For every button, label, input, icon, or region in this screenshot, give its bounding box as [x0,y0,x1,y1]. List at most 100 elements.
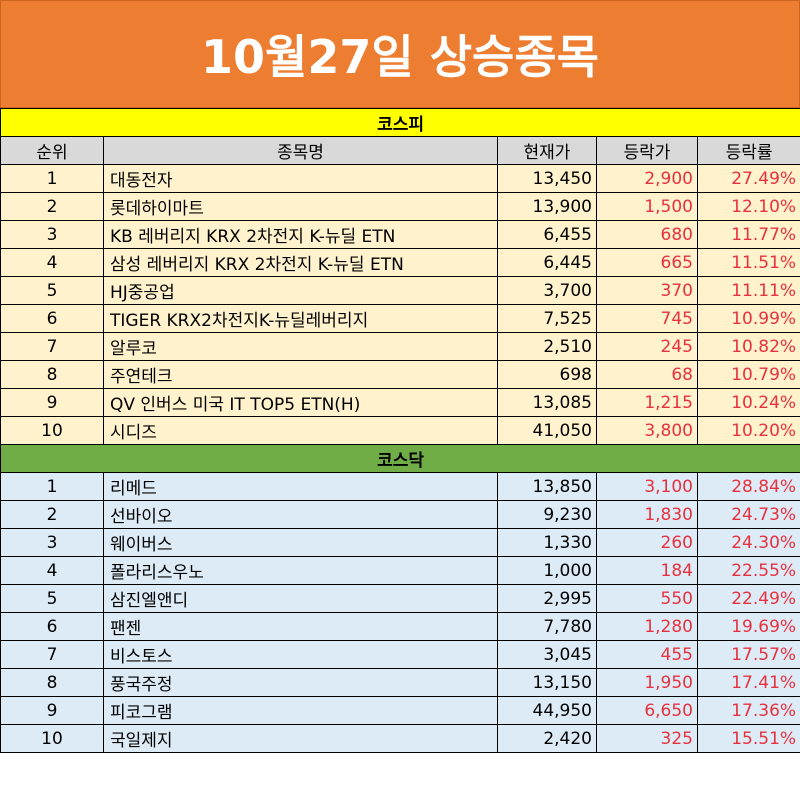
change-cell: 455 [596,640,698,669]
change-cell: 1,830 [596,500,698,529]
rank-cell: 4 [0,556,104,585]
rank-cell: 10 [0,416,104,445]
stock-name-cell: KB 레버리지 KRX 2차전지 K-뉴딜 ETN [103,220,498,249]
stock-name-cell: 삼진엘앤디 [103,584,498,613]
price-cell: 2,420 [497,724,597,753]
stock-name-cell: 롯데하이마트 [103,192,498,221]
price-cell: 2,995 [497,584,597,613]
stock-name-cell: 팬젠 [103,612,498,641]
stock-name-cell: 비스토스 [103,640,498,669]
table-row: 6 팬젠 7,780 1,280 19.69% [0,612,800,641]
table-row: 7 비스토스 3,045 455 17.57% [0,640,800,669]
kospi-column-header: 순위 종목명 현재가 등락가 등락률 [0,136,800,165]
table-row: 3 KB 레버리지 KRX 2차전지 K-뉴딜 ETN 6,455 680 11.77% [0,220,800,249]
table-row: 9 피코그램 44,950 6,650 17.36% [0,696,800,725]
price-cell: 13,150 [497,668,597,697]
change-cell: 6,650 [596,696,698,725]
rank-cell: 5 [0,584,104,613]
table-row: 5 HJ중공업 3,700 370 11.11% [0,276,800,305]
change-cell: 1,500 [596,192,698,221]
kosdaq-rows: 1 리메드 13,850 3,100 28.84% 2 선바이오 9,230 1,830 24.7… [0,472,800,753]
table-row: 1 리메드 13,850 3,100 28.84% [0,472,800,501]
table-row: 1 대동전자 13,450 2,900 27.49% [0,164,800,193]
price-cell: 6,455 [497,220,597,249]
rate-cell: 19.69% [696,612,800,641]
table-row: 4 삼성 레버리지 KRX 2차전지 K-뉴딜 ETN 6,445 665 11.51% [0,248,800,277]
rate-cell: 10.24% [696,388,800,417]
price-cell: 1,330 [497,528,597,557]
price-cell: 2,510 [497,332,597,361]
change-cell: 1,950 [596,668,698,697]
table-row: 10 시디즈 41,050 3,800 10.20% [0,416,800,445]
rate-cell: 12.10% [696,192,800,221]
table-row: 5 삼진엘앤디 2,995 550 22.49% [0,584,800,613]
rate-cell: 24.30% [696,528,800,557]
kosdaq-section-label: 코스닥 [0,444,800,473]
change-cell: 2,900 [596,164,698,193]
col-name: 종목명 [103,136,498,165]
rate-cell: 17.57% [696,640,800,669]
rate-cell: 22.55% [696,556,800,585]
change-cell: 550 [596,584,698,613]
rank-cell: 10 [0,724,104,753]
change-cell: 1,280 [596,612,698,641]
price-cell: 13,450 [497,164,597,193]
price-cell: 6,445 [497,248,597,277]
rank-cell: 3 [0,220,104,249]
kospi-rows: 1 대동전자 13,450 2,900 27.49% 2 롯데하이마트 13,900 1,500… [0,164,800,445]
rank-cell: 1 [0,472,104,501]
stock-name-cell: QV 인버스 미국 IT TOP5 ETN(H) [103,388,498,417]
price-cell: 13,900 [497,192,597,221]
rank-cell: 5 [0,276,104,305]
col-rank: 순위 [0,136,104,165]
rank-cell: 4 [0,248,104,277]
stock-name-cell: 국일제지 [103,724,498,753]
rate-cell: 11.77% [696,220,800,249]
change-cell: 184 [596,556,698,585]
rate-cell: 10.20% [696,416,800,445]
rank-cell: 6 [0,612,104,641]
page-title: 10월27일 상승종목 [0,0,800,108]
stock-name-cell: 시디즈 [103,416,498,445]
stock-name-cell: 주연테크 [103,360,498,389]
rate-cell: 10.79% [696,360,800,389]
rank-cell: 1 [0,164,104,193]
rate-cell: 22.49% [696,584,800,613]
col-rate: 등락률 [696,136,800,165]
rank-cell: 6 [0,304,104,333]
rate-cell: 10.82% [696,332,800,361]
change-cell: 665 [596,248,698,277]
rate-cell: 15.51% [696,724,800,753]
stock-name-cell: 폴라리스우노 [103,556,498,585]
stock-name-cell: 웨이버스 [103,528,498,557]
table-row: 3 웨이버스 1,330 260 24.30% [0,528,800,557]
price-cell: 9,230 [497,500,597,529]
col-price: 현재가 [497,136,597,165]
kospi-section-label: 코스피 [0,108,800,137]
stock-name-cell: 리메드 [103,472,498,501]
price-cell: 44,950 [497,696,597,725]
rate-cell: 17.36% [696,696,800,725]
rank-cell: 3 [0,528,104,557]
rate-cell: 11.51% [696,248,800,277]
price-cell: 1,000 [497,556,597,585]
price-cell: 698 [497,360,597,389]
price-cell: 3,700 [497,276,597,305]
rank-cell: 2 [0,192,104,221]
rank-cell: 7 [0,332,104,361]
rank-cell: 9 [0,696,104,725]
stock-name-cell: 풍국주정 [103,668,498,697]
col-change: 등락가 [596,136,698,165]
stock-name-cell: 선바이오 [103,500,498,529]
price-cell: 7,525 [497,304,597,333]
change-cell: 370 [596,276,698,305]
rate-cell: 27.49% [696,164,800,193]
table-row: 2 선바이오 9,230 1,830 24.73% [0,500,800,529]
table-row: 8 주연테크 698 68 10.79% [0,360,800,389]
rate-cell: 10.99% [696,304,800,333]
change-cell: 245 [596,332,698,361]
rate-cell: 28.84% [696,472,800,501]
table-row: 10 국일제지 2,420 325 15.51% [0,724,800,753]
price-cell: 13,085 [497,388,597,417]
rank-cell: 2 [0,500,104,529]
